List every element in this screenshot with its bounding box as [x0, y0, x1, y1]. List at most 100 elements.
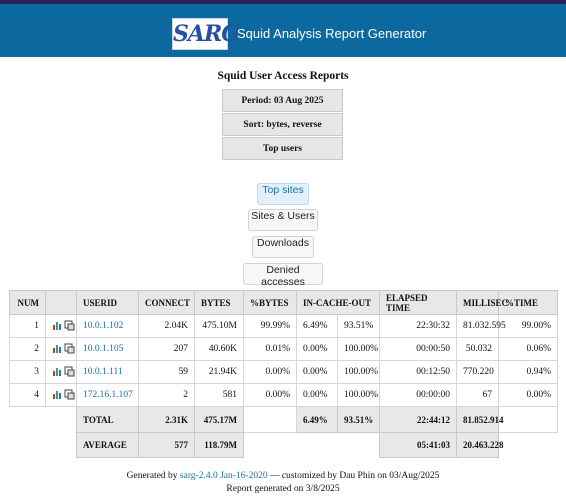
summary-cell: 05:41:03	[379, 432, 458, 458]
cell: 10.0.1.105	[76, 337, 139, 361]
column-header: NUM	[9, 290, 46, 315]
total-row: TOTAL 2.31K 475.17M 6.49% 93.51% 22:44:12 81.8…	[10, 406, 559, 433]
table-row: 2 10.0.1.105 207 40.60K 0.01% 0.00% 100.00% 00:…	[9, 337, 559, 361]
cell: 770.220	[456, 360, 500, 384]
nav-button[interactable]: Denied accesses	[243, 263, 323, 288]
summary-cell: 577	[138, 432, 195, 458]
cell: 0.00%	[243, 360, 297, 384]
average-row: AVERAGE 577 118.79M 05:41:03 20.463.228	[10, 432, 558, 458]
cell: 00:12:50	[379, 360, 458, 384]
cell: 1	[9, 314, 46, 338]
column-header: %BYTES	[243, 290, 297, 315]
column-header: CONNECT	[138, 290, 195, 315]
cell: 172.16.1.107	[76, 383, 139, 407]
cell: 99.00%	[498, 314, 559, 338]
summary-cell: 93.51%	[336, 406, 381, 433]
footer-text: Generated by	[126, 471, 180, 481]
nav-button[interactable]: Downloads	[252, 236, 314, 258]
cell: 581	[194, 383, 244, 407]
cell: 2.04K	[138, 314, 195, 338]
nav-button[interactable]: Top sites	[257, 183, 309, 205]
cell: 3	[9, 360, 46, 384]
column-header: IN-CACHE-OUT	[295, 290, 381, 315]
cell: 40.60K	[194, 337, 244, 361]
summary-cell: 6.49%	[296, 406, 338, 433]
user-link[interactable]: 10.0.1.105	[83, 344, 124, 354]
cell: 67	[456, 383, 500, 407]
cell: 21.94K	[194, 360, 244, 384]
cell: 475.10M	[194, 314, 244, 338]
column-header: USERID	[76, 290, 139, 315]
row-icons	[45, 383, 77, 407]
banner-title: Squid Analysis Report Generator	[237, 26, 427, 41]
cell: 10.0.1.111	[76, 360, 139, 384]
column-header	[45, 290, 77, 315]
blank-cell	[10, 433, 46, 458]
cell: 6.49%	[296, 314, 338, 338]
user-link[interactable]: 10.0.1.102	[83, 321, 124, 331]
column-header: %TIME	[498, 290, 559, 315]
cell: 100.00%	[336, 383, 381, 407]
blank-cell	[243, 406, 297, 433]
footer-text: — customized by Dau Phin on 03/Aug/2025	[267, 471, 440, 481]
cell: 0.00%	[498, 383, 559, 407]
summary-cell: 20.463.228	[456, 432, 504, 458]
nav-button[interactable]: Sites & Users	[248, 209, 318, 231]
summary-cell: 475.17M	[194, 406, 244, 433]
cell: 2	[9, 337, 46, 361]
footer-link[interactable]: sarg-2.4.0 Jan-16-2020	[179, 471, 268, 481]
summary-cell: 2.31K	[138, 406, 195, 433]
blank-cell	[498, 406, 559, 433]
users-table: NUM USERID CONNECT BYTES %BYTES IN-CACHE-OUT E…	[9, 290, 559, 458]
table-row: 4 172.16.1.107 2 581 0.00% 0.00% 100.00% 00:00:…	[9, 383, 559, 407]
blank-cell	[297, 433, 380, 458]
column-header: ELAPSED TIME	[379, 290, 458, 315]
row-icons	[45, 337, 77, 361]
cell: 99.99%	[243, 314, 297, 338]
cell: 4	[9, 383, 46, 407]
cell: 0.94%	[498, 360, 559, 384]
summary-cell: TOTAL	[76, 406, 139, 433]
cell: 0.00%	[296, 337, 338, 361]
column-header: BYTES	[194, 290, 244, 315]
cell: 0.01%	[243, 337, 297, 361]
cell: 207	[138, 337, 195, 361]
column-header: MILLISEC	[456, 290, 508, 315]
period: Period: 03 Aug 2025	[222, 89, 343, 112]
cell: 0.00%	[243, 383, 297, 407]
blank-cell	[499, 433, 558, 458]
table-row: 1 10.0.1.102 2.04K 475.10M 99.99% 6.49% 93.51%…	[9, 314, 559, 338]
blank-cell	[244, 433, 297, 458]
cell: 59	[138, 360, 195, 384]
cell: 00:00:00	[379, 383, 458, 407]
summary-cell: 81.852.914	[456, 406, 504, 433]
cell: 0.06%	[498, 337, 559, 361]
footer-line: Report generated on 3/8/2025	[226, 484, 340, 494]
user-link[interactable]: 172.16.1.107	[83, 390, 133, 400]
table-row: 3 10.0.1.111 59 21.94K 0.00% 0.00% 100.00% 00:1…	[9, 360, 559, 384]
cell: 2	[138, 383, 195, 407]
blank-cell	[46, 407, 77, 433]
blank-cell	[10, 407, 46, 433]
cell: 10.0.1.102	[76, 314, 139, 338]
report-title: Squid User Access Reports	[217, 70, 349, 82]
section: Top users	[222, 137, 343, 160]
sort: Sort: bytes, reverse	[222, 113, 343, 136]
summary-cell: 22:44:12	[379, 406, 458, 433]
cell: 93.51%	[336, 314, 381, 338]
logo: SARG	[172, 18, 240, 50]
cell: 00:00:50	[379, 337, 458, 361]
row-icons	[45, 360, 77, 384]
cell: 0.00%	[296, 360, 338, 384]
cell: 100.00%	[336, 337, 381, 361]
cell: 50.032	[456, 337, 500, 361]
cell: 100.00%	[336, 360, 381, 384]
row-icons	[45, 314, 77, 338]
banner: SARG Squid Analysis Report Generator	[0, 4, 566, 57]
cell: 0.00%	[296, 383, 338, 407]
user-link[interactable]: 10.0.1.111	[83, 367, 123, 377]
footer-line: Generated by sarg-2.4.0 Jan-16-2020 — cu…	[0, 471, 566, 481]
summary-cell: AVERAGE	[76, 432, 139, 458]
cell: 81.032.595	[456, 314, 506, 338]
